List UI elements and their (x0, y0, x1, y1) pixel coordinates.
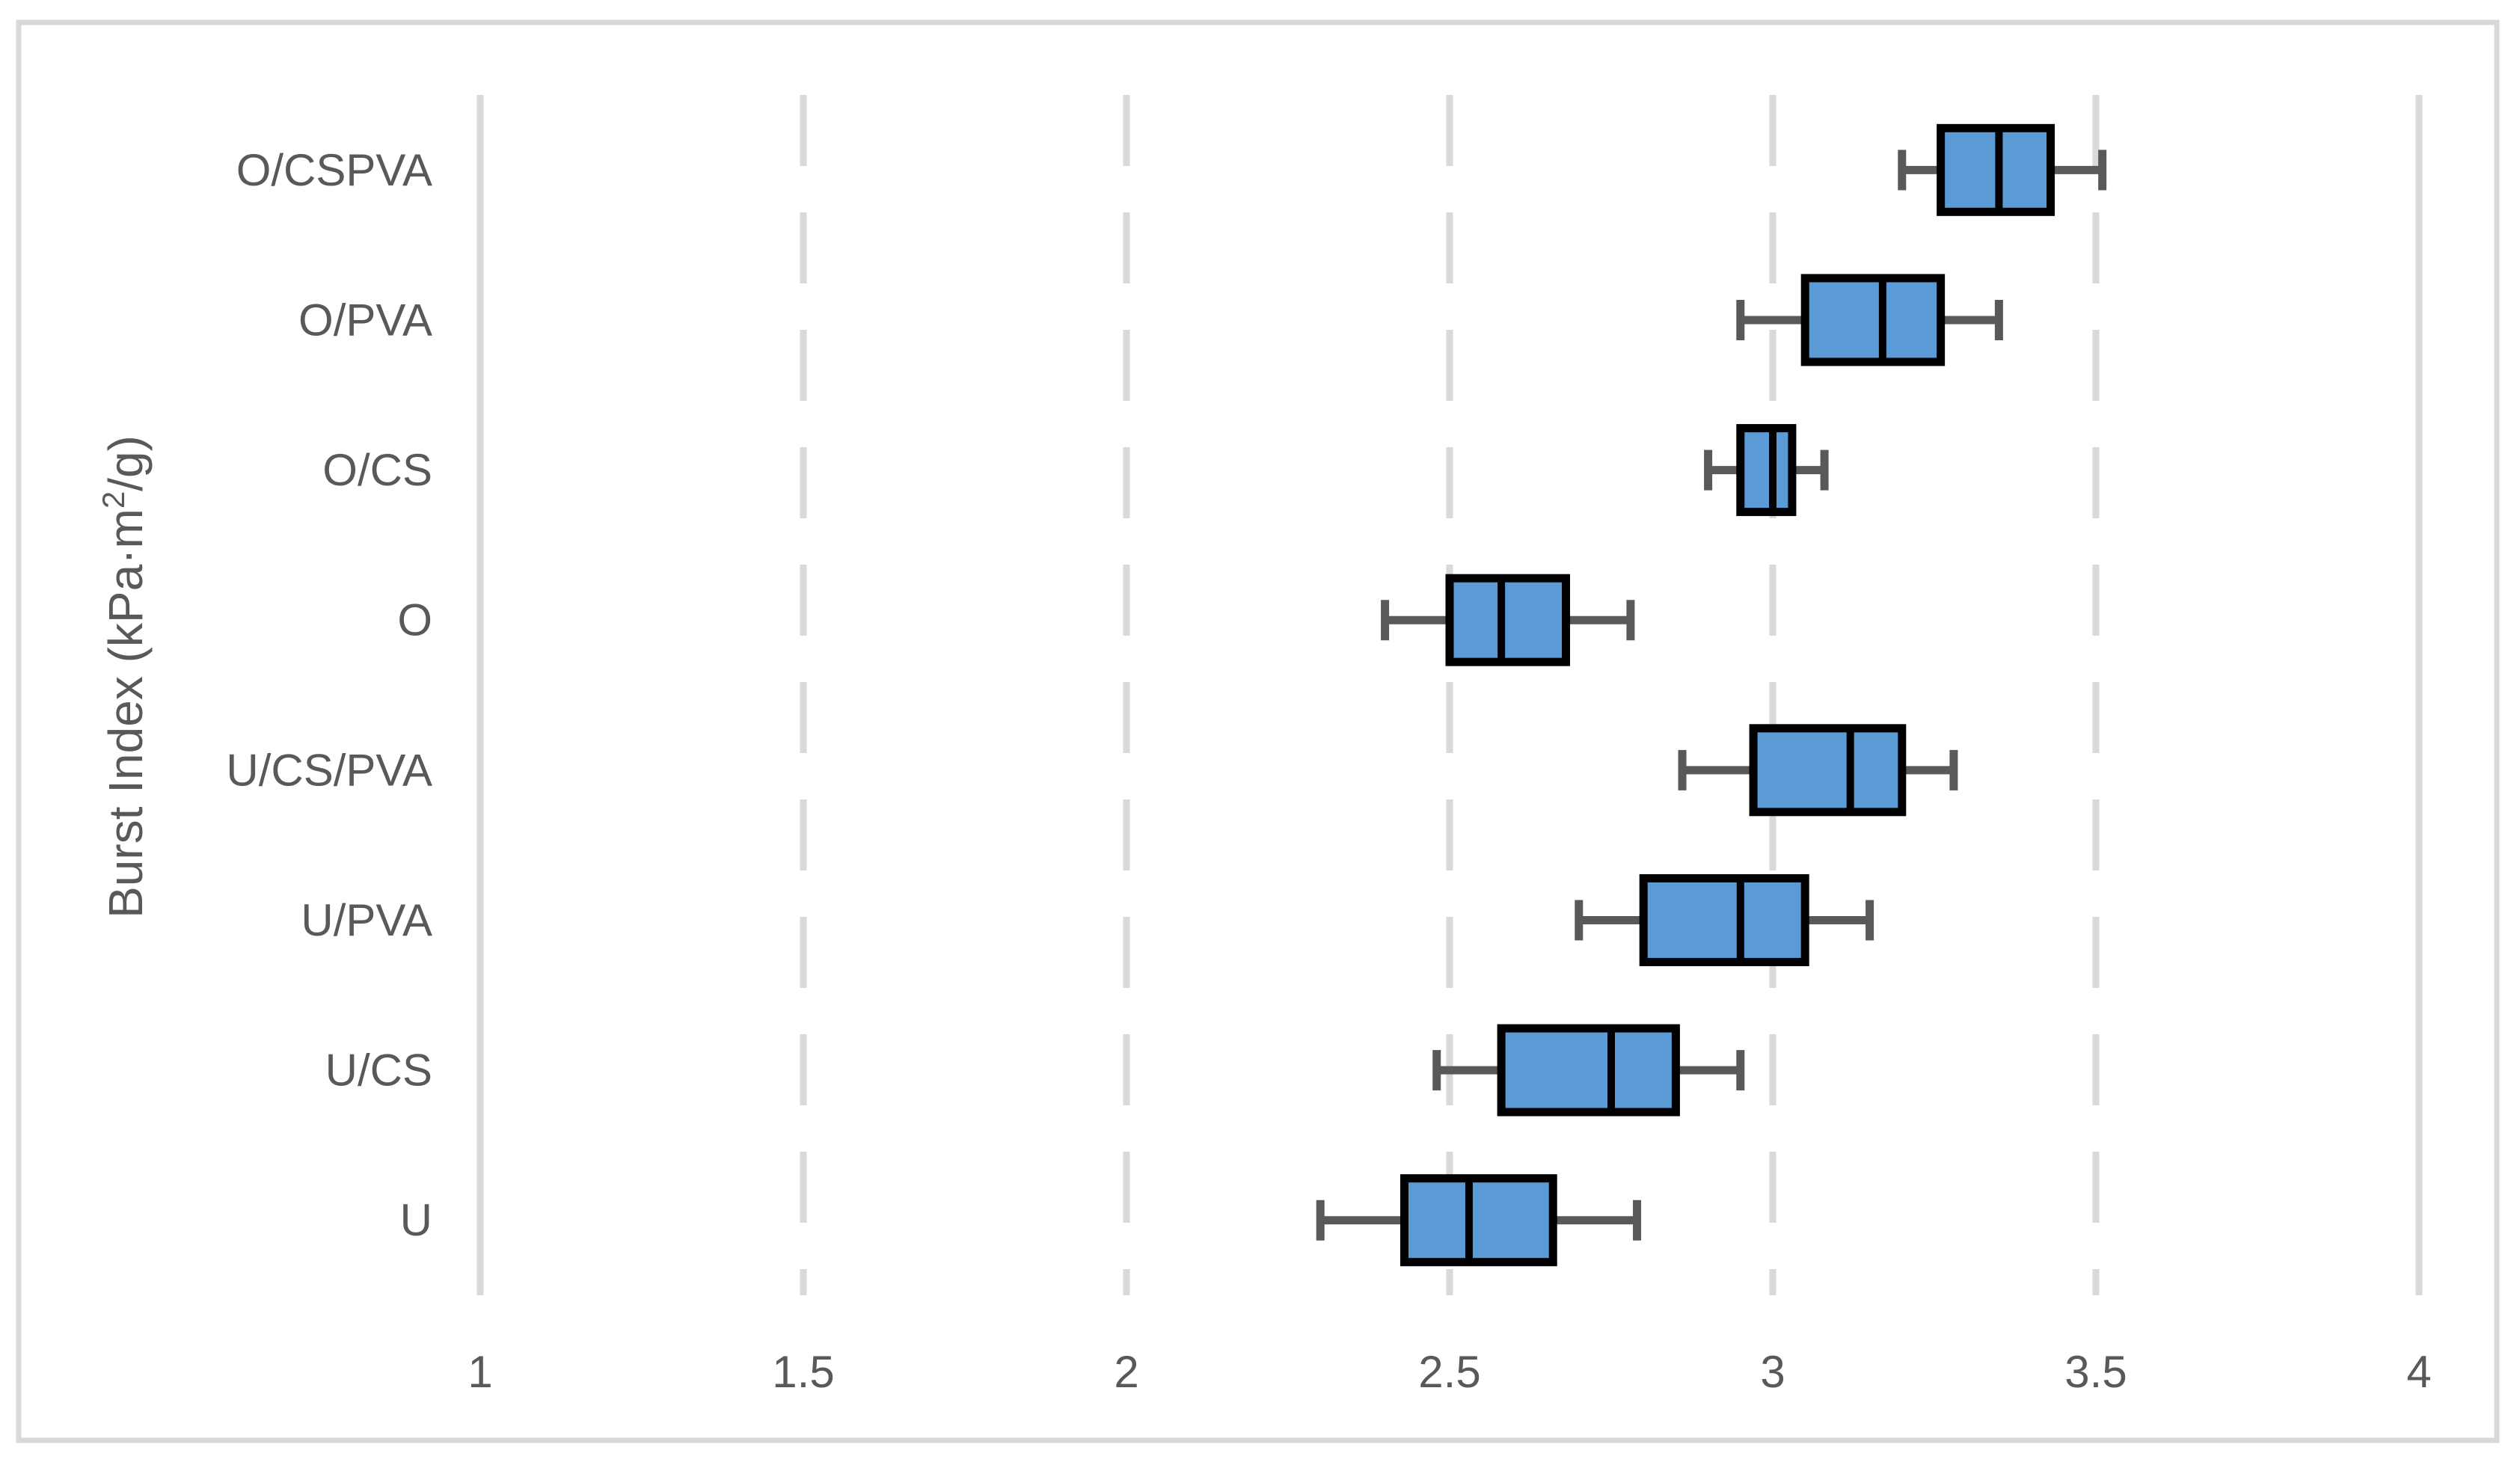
box-row (1704, 424, 1829, 517)
x-tick-label: 2 (1114, 1347, 1138, 1397)
iqr-box (1497, 1024, 1680, 1117)
x-tick-label: 2.5 (1418, 1347, 1480, 1397)
y-axis-title: Burst Index (kPa·m2/g) (96, 435, 153, 918)
category-label: U/PVA (301, 895, 432, 945)
box-row (1898, 123, 2107, 216)
box-row (1316, 1174, 1642, 1267)
box-row (1575, 873, 1874, 966)
category-label: U (400, 1195, 432, 1245)
box-row (1432, 1024, 1745, 1117)
iqr-box (1400, 1174, 1557, 1267)
x-tick-label: 1 (467, 1347, 492, 1397)
category-label: O/CS (322, 445, 432, 495)
x-tick-label: 3.5 (2064, 1347, 2127, 1397)
iqr-box (1445, 574, 1571, 666)
figure-border (16, 19, 2500, 1443)
x-axis-tick-labels: 1 1.5 2 2.5 3 3.5 4 (467, 1347, 2431, 1397)
iqr-box (1800, 274, 1946, 366)
category-label: O/PVA (298, 295, 432, 345)
iqr-box (1639, 873, 1809, 966)
iqr-box (1749, 724, 1907, 817)
gridlines (476, 95, 2423, 1295)
y-axis-category-labels: O/CSPVA O/PVA O/CS O U/CS/PVA U/PVA U/CS U (226, 145, 432, 1245)
iqr-box (1736, 424, 1797, 517)
x-tick-label: 4 (2406, 1347, 2431, 1397)
category-label: O (397, 595, 432, 645)
category-label: O/CSPVA (236, 145, 432, 195)
x-tick-label: 3 (1760, 1347, 1785, 1397)
box-row (1736, 274, 2003, 366)
box-row (1381, 574, 1635, 666)
category-label: U/CS (325, 1045, 432, 1096)
box-series (1316, 123, 2107, 1267)
box-row (1678, 724, 1958, 817)
category-label: U/CS/PVA (226, 745, 432, 795)
x-tick-label: 1.5 (772, 1347, 834, 1397)
